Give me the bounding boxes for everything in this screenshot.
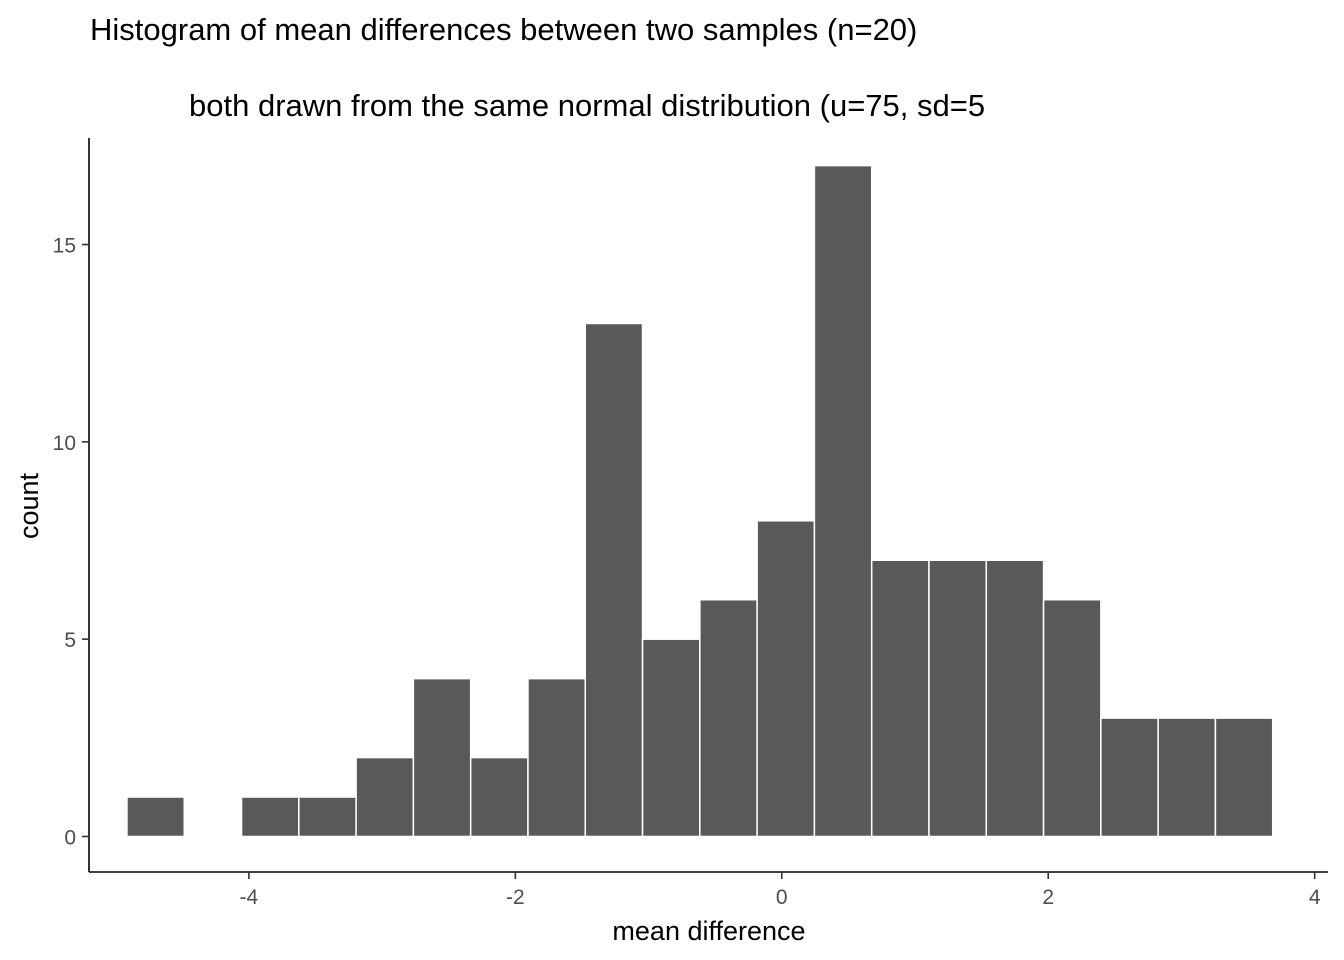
histogram-bar [469,756,529,838]
histogram-bar [240,796,300,838]
chart-subtitle: both drawn from the same normal distribu… [189,88,985,123]
x-tick-label: 4 [1309,886,1321,909]
y-tick-label: 0 [64,826,76,849]
histogram-bar [1042,598,1102,838]
histogram-bar [355,756,415,838]
x-axis-title: mean difference [612,916,805,946]
histogram-bar [126,796,186,838]
bars-layer [126,164,1274,838]
y-tick-label: 15 [53,235,76,258]
chart-title: Histogram of mean differences between tw… [90,12,917,47]
x-tick-label: 0 [776,886,788,909]
histogram-bar [699,598,758,838]
histogram-bar [298,796,357,838]
histogram-bar [527,677,587,838]
histogram-bar [870,559,930,838]
histogram-bar [928,559,988,838]
y-axis-title: count [14,472,44,539]
x-tick-label: -4 [240,886,259,909]
histogram-bar [1157,717,1217,838]
histogram-bar [412,677,472,838]
histogram-bar [584,322,644,838]
x-ticks-layer: -4 -2 0 2 4 [240,872,1321,909]
histogram-bar [813,164,873,838]
histogram-bar [756,520,816,838]
x-tick-label: 2 [1042,886,1054,909]
y-ticks-layer: 0 5 10 15 [53,235,89,849]
y-tick-label: 10 [53,432,76,455]
histogram-bar [641,638,701,838]
y-tick-label: 5 [64,629,76,652]
histogram-bar [985,559,1045,838]
x-tick-label: -2 [506,886,525,909]
histogram-bar [1100,717,1159,838]
histogram-bar [1214,717,1274,838]
